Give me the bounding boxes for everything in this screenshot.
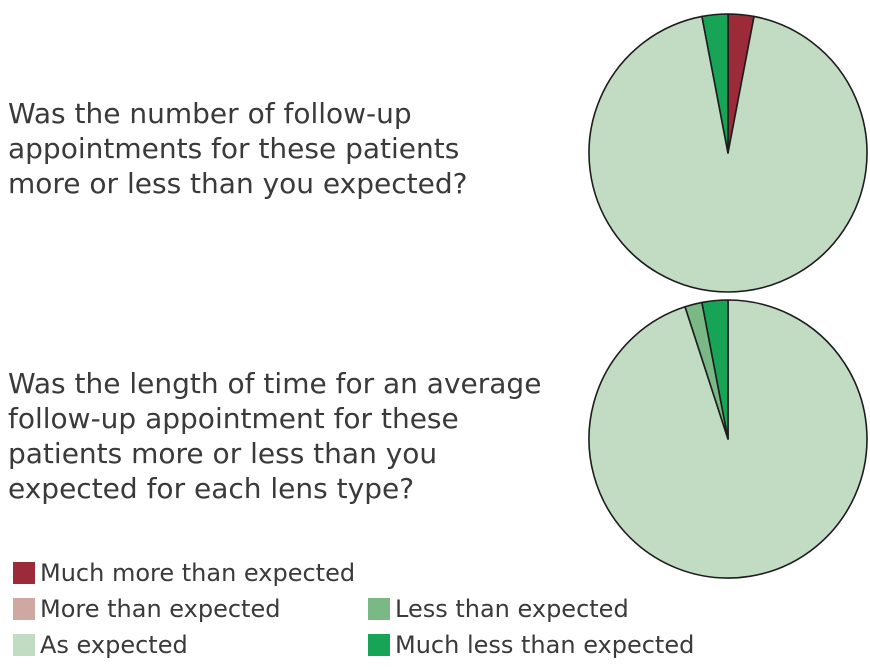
- pie-chart-follow-up-appointments: [588, 13, 868, 293]
- legend-column-left: Much more than expected More than expect…: [13, 555, 355, 663]
- legend-label-more: More than expected: [40, 595, 281, 623]
- pie-chart-appointment-length: [588, 299, 868, 579]
- question-text-2: Was the length of time for an average fo…: [8, 367, 542, 505]
- legend-item-much-more: Much more than expected: [13, 555, 355, 591]
- legend-swatch-less: [368, 598, 390, 620]
- legend-column-right: Less than expected Much less than expect…: [368, 591, 694, 663]
- legend-label-as-expected: As expected: [40, 631, 188, 659]
- legend-label-less: Less than expected: [395, 595, 629, 623]
- legend-label-much-more: Much more than expected: [40, 559, 356, 587]
- legend-item-more: More than expected: [13, 591, 355, 627]
- legend-swatch-more: [13, 598, 35, 620]
- legend-swatch-much-less: [368, 634, 390, 656]
- pie-slice: [701, 13, 729, 154]
- legend-item-less: Less than expected: [368, 591, 694, 627]
- legend-swatch-as-expected: [13, 634, 35, 656]
- legend-label-much-less: Much less than expected: [395, 631, 695, 659]
- legend-swatch-much-more: [13, 562, 35, 584]
- pie-slice: [588, 15, 868, 293]
- legend-item-as-expected: As expected: [13, 627, 355, 663]
- pie-slice: [701, 299, 729, 440]
- question-text-1: Was the number of follow-up appointments…: [8, 97, 468, 200]
- legend-item-much-less: Much less than expected: [368, 627, 694, 663]
